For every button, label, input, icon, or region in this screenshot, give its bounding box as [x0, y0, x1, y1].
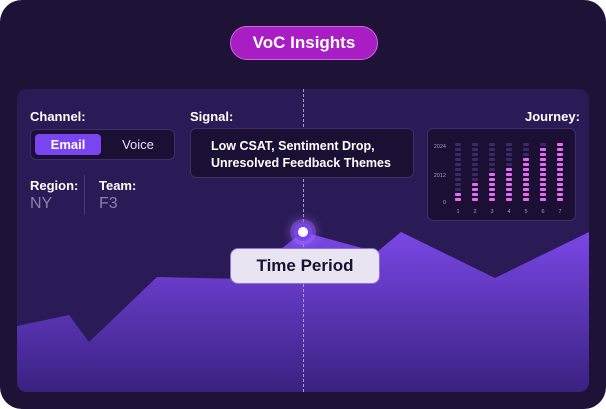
journey-bar	[455, 143, 461, 201]
channel-option-voice[interactable]: Voice	[122, 137, 154, 152]
time-marker-handle[interactable]	[294, 223, 312, 241]
journey-label: Journey:	[525, 109, 580, 124]
region-value: NY	[30, 195, 53, 212]
journey-x-tick-label: 2	[473, 209, 476, 215]
channel-toggle: Email Voice	[30, 129, 175, 160]
team-value: F3	[99, 195, 118, 212]
journey-x-tick-label: 3	[490, 209, 493, 215]
journey-bar	[540, 143, 546, 201]
journey-x-tick-label: 6	[541, 209, 544, 215]
channel-label: Channel:	[30, 109, 86, 124]
journey-x-tick-label: 4	[507, 209, 510, 215]
journey-x-tick-label: 7	[558, 209, 561, 215]
journey-chart-box: 2024 2012 0 1 2 3 4 5 6 7	[427, 128, 576, 221]
signal-line-1: Low CSAT, Sentiment Drop,	[211, 139, 375, 153]
signal-box: Low CSAT, Sentiment Drop, Unresolved Fee…	[190, 128, 414, 178]
journey-bar	[472, 143, 478, 201]
team-label: Team:	[99, 178, 137, 193]
region-label: Region:	[30, 178, 79, 193]
journey-y-tick-label: 0	[443, 200, 446, 206]
journey-x-tick-label: 5	[524, 209, 527, 215]
journey-y-tick-label: 2024	[434, 144, 446, 150]
channel-option-email[interactable]: Email	[35, 134, 101, 155]
journey-y-tick-label: 2012	[434, 173, 446, 179]
insights-panel: Channel: Email Voice Region: NY Team: F3…	[17, 89, 589, 392]
signal-label: Signal:	[190, 109, 234, 124]
page-title: VoC Insights	[230, 26, 378, 60]
signal-line-2: Unresolved Feedback Themes	[211, 156, 391, 170]
filter-divider	[84, 175, 85, 215]
journey-bar	[506, 143, 512, 201]
journey-bar	[557, 143, 563, 201]
journey-bar	[489, 143, 495, 201]
time-marker-dot	[298, 227, 308, 237]
time-period-label: Time Period	[230, 248, 380, 284]
journey-bar	[523, 143, 529, 201]
journey-x-tick-label: 1	[456, 209, 459, 215]
